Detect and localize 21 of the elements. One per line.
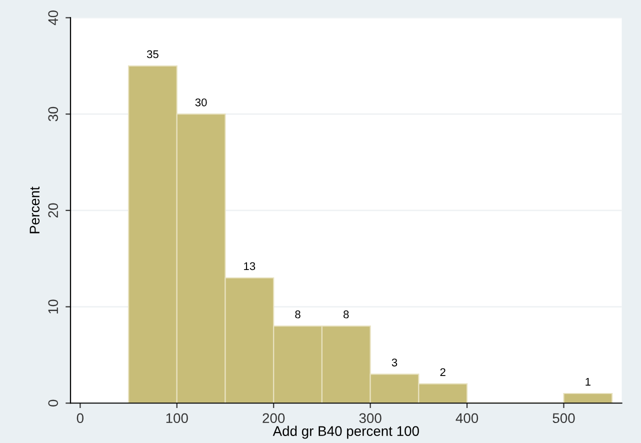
y-tick-label: 0 bbox=[48, 400, 58, 406]
data-label: 2 bbox=[440, 368, 446, 376]
data-label: 13 bbox=[244, 262, 256, 270]
data-label: 8 bbox=[344, 310, 349, 318]
data-label: 1 bbox=[586, 378, 590, 386]
x-axis-title: Add gr B40 percent 100 bbox=[272, 426, 419, 439]
data-label: 3 bbox=[392, 358, 398, 366]
y-tick-label: 10 bbox=[48, 300, 58, 314]
y-tick-label: 20 bbox=[48, 203, 58, 218]
x-tick-label: 300 bbox=[359, 413, 382, 424]
x-tick-label: 500 bbox=[552, 413, 575, 424]
data-label: 30 bbox=[195, 98, 207, 106]
y-tick-label: 30 bbox=[48, 106, 58, 122]
x-tick-label: 0 bbox=[76, 413, 84, 424]
x-tick-label: 200 bbox=[262, 413, 285, 424]
y-axis-title: Percent bbox=[30, 186, 40, 234]
y-tick-label: 40 bbox=[48, 10, 58, 26]
data-label: 35 bbox=[146, 50, 158, 58]
x-tick-label: 100 bbox=[166, 413, 188, 424]
data-label: 8 bbox=[295, 310, 300, 318]
x-tick-label: 400 bbox=[456, 413, 478, 424]
